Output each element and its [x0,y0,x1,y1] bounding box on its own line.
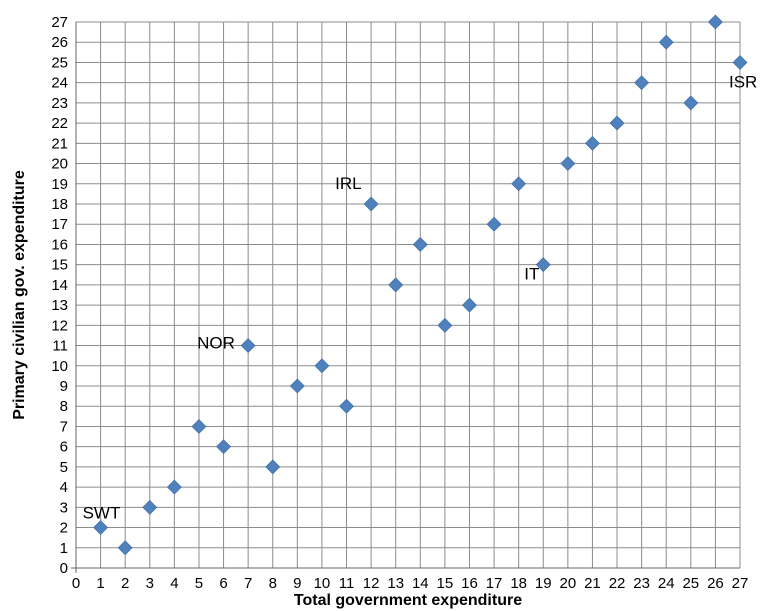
x-tick-labels: 0 1 2 3 4 5 6 7 8 9 10 11 12 13 14 15 16 17 18 19 20 21 22 23 24… [72,575,749,592]
x-tick-label: 0 [72,575,80,592]
data-point [560,156,576,171]
y-tick-label: 22 [51,115,68,132]
x-tick-label: 23 [633,575,650,592]
x-tick-label: 3 [146,575,154,592]
x-tick-label: 19 [535,575,552,592]
x-tick-label: 18 [510,575,527,592]
y-tick-label: 0 [60,560,68,577]
x-tick-label: 27 [732,575,749,592]
x-axis-title: Total government expenditure [294,592,522,609]
data-point [609,115,625,131]
x-tick-label: 8 [269,575,277,592]
annotation-label: ISR [729,72,757,91]
y-tick-label: 3 [60,499,68,516]
x-tick-label: 11 [339,575,355,592]
y-tick-label: 12 [51,317,68,334]
data-point [535,257,551,273]
y-tick-labels: 0123456789101112131415161718192021222324… [51,14,68,577]
x-tick-label: 5 [195,575,203,592]
x-tick-label: 25 [682,575,699,592]
data-point [216,439,231,455]
x-tick-label: 26 [707,575,724,592]
grid [71,21,741,573]
y-tick-label: 23 [51,95,68,112]
data-point [486,216,502,232]
data-point [166,479,182,495]
data-point [658,34,674,50]
x-tick-label: 13 [387,575,404,592]
data-point [683,95,699,111]
annotation-label: IT [524,265,539,284]
data-point [707,14,723,30]
data-point [339,398,354,414]
y-tick-label: 6 [60,439,68,456]
y-tick-label: 8 [60,398,68,415]
y-tick-label: 13 [51,297,68,314]
y-tick-label: 16 [51,236,68,253]
x-tick-label: 15 [437,575,454,592]
data-points [93,14,748,556]
data-point [388,277,404,293]
x-tick-label: 7 [244,575,252,592]
y-tick-label: 21 [51,135,68,152]
x-tick-label: 4 [170,575,178,592]
x-tick-label: 22 [609,575,626,592]
x-tick-label: 12 [363,575,380,592]
data-point [289,378,305,394]
data-point [412,237,428,252]
annotation-label: NOR [197,334,235,353]
y-tick-label: 1 [60,540,68,557]
data-point [732,55,748,70]
x-tick-label: 6 [219,575,227,592]
data-point [511,176,527,192]
x-tick-label: 1 [96,575,104,592]
annotation-label: SWT [83,504,121,523]
data-point [437,317,453,333]
x-tick-label: 14 [412,575,429,592]
data-point [117,540,133,556]
x-tick-label: 24 [658,575,675,592]
data-point [93,520,109,535]
data-point [363,196,379,212]
data-point [634,75,650,91]
y-tick-label: 27 [51,14,68,31]
data-point [585,135,600,151]
y-axis-title: Primary civilian gov. expenditure [11,170,28,420]
x-tick-label: 2 [121,575,129,592]
y-tick-label: 4 [60,479,68,496]
x-tick-label: 17 [486,575,503,592]
x-tick-label: 20 [560,575,577,592]
data-point [314,358,330,374]
y-tick-label: 19 [51,176,68,193]
data-point [462,297,477,313]
annotation-label: IRL [335,174,361,193]
y-tick-label: 11 [52,338,68,355]
y-tick-label: 14 [51,277,68,294]
x-tick-label: 10 [314,575,331,592]
y-tick-label: 17 [51,216,68,233]
y-tick-label: 25 [51,54,68,71]
y-tick-label: 15 [51,257,68,274]
y-tick-label: 9 [60,378,68,395]
y-tick-label: 24 [51,75,68,92]
data-point [265,459,281,475]
x-tick-label: 21 [584,575,601,592]
data-point [240,338,256,353]
point-annotations: SWT NOR IRL IT ISR [83,72,758,522]
y-tick-label: 2 [60,520,68,537]
y-tick-label: 18 [51,196,68,213]
x-tick-label: 9 [293,575,301,592]
y-tick-label: 10 [51,358,68,375]
y-tick-label: 20 [51,156,68,173]
y-tick-label: 5 [60,459,68,476]
x-tick-label: 16 [461,575,478,592]
data-point [191,419,207,434]
data-point [142,499,158,515]
y-tick-label: 7 [60,418,68,435]
y-tick-label: 26 [51,34,68,51]
